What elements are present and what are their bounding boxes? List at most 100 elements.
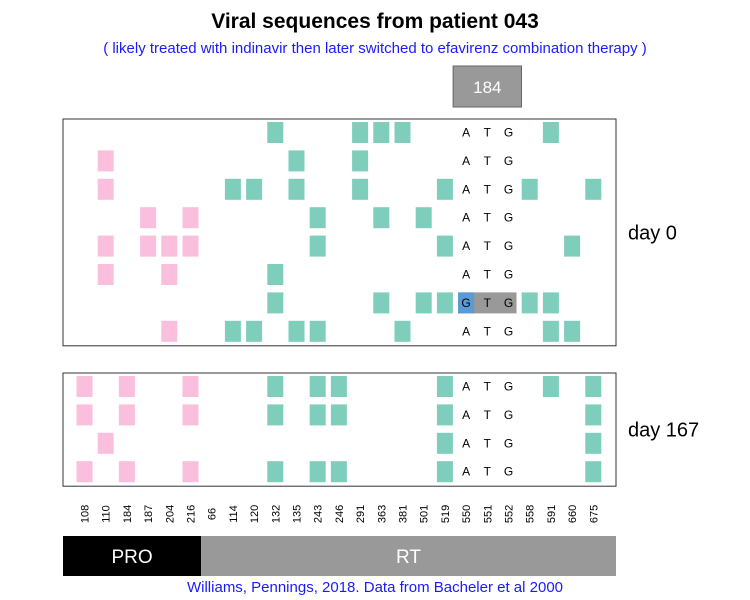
- rt-mutation-cell: [415, 207, 432, 229]
- pro-mutation-cell: [76, 376, 93, 397]
- rt-mutation-cell: [267, 404, 284, 426]
- rt-mutation-cell: [267, 122, 284, 143]
- rt-mutation-cell: [415, 292, 432, 314]
- rt-mutation-cell: [373, 207, 390, 229]
- codon-base-label: A: [462, 239, 470, 253]
- pro-mutation-cell: [182, 235, 199, 257]
- rt-mutation-cell: [267, 376, 284, 397]
- rt-mutation-cell: [436, 376, 453, 397]
- rt-mutation-cell: [436, 461, 453, 483]
- position-tick-label: 381: [398, 505, 410, 523]
- codon-base-label: T: [484, 465, 492, 479]
- position-tick-label: 110: [101, 505, 113, 523]
- codon-base-label: A: [462, 436, 470, 450]
- position-tick-label: 551: [482, 505, 494, 523]
- rt-mutation-cell: [542, 320, 559, 342]
- codon-base-label: T: [484, 324, 492, 338]
- position-tick-label: 519: [440, 505, 452, 523]
- rt-mutation-cell: [309, 404, 326, 426]
- position-tick-label: 558: [525, 505, 537, 523]
- pro-mutation-cell: [182, 404, 199, 426]
- position-tick-label: 363: [376, 505, 388, 523]
- rt-mutation-cell: [585, 404, 602, 426]
- position-tick-label: 243: [313, 505, 325, 523]
- rt-mutation-cell: [373, 292, 390, 314]
- position-tick-label: 246: [334, 505, 346, 523]
- rt-mutation-cell: [309, 376, 326, 397]
- pro-mutation-cell: [182, 207, 199, 229]
- rt-mutation-cell: [436, 404, 453, 426]
- rt-mutation-cell: [288, 178, 305, 200]
- codon-header-box: [452, 65, 523, 108]
- codon-base-label: G: [504, 324, 513, 338]
- position-tick-label: 114: [228, 505, 240, 523]
- codon-base-label: T: [484, 436, 492, 450]
- rt-mutation-cell: [373, 122, 390, 143]
- codon-base-label: G: [461, 296, 470, 310]
- codon-base-label: A: [462, 182, 470, 196]
- rt-mutation-cell: [224, 320, 241, 342]
- rt-mutation-cell: [267, 461, 284, 483]
- codon-base-label: T: [484, 239, 492, 253]
- position-tick-label: 501: [419, 505, 431, 523]
- codon-base-label: A: [462, 380, 470, 394]
- position-tick-label: 675: [588, 505, 600, 523]
- codon-base-label: A: [462, 465, 470, 479]
- pro-mutation-cell: [182, 461, 199, 483]
- codon-base-label: T: [484, 182, 492, 196]
- rt-mutation-cell: [288, 150, 305, 172]
- rt-mutation-cell: [585, 461, 602, 483]
- rt-mutation-cell: [288, 320, 305, 342]
- position-tick-label: 591: [546, 505, 558, 523]
- codon-base-label: T: [484, 268, 492, 282]
- rt-mutation-cell: [309, 461, 326, 483]
- rt-mutation-cell: [436, 235, 453, 257]
- position-tick-label: 108: [80, 505, 92, 523]
- rt-mutation-cell: [585, 376, 602, 397]
- region-label-pro: PRO: [111, 547, 152, 568]
- rt-mutation-cell: [521, 178, 538, 200]
- rt-mutation-cell: [330, 461, 347, 483]
- rt-mutation-cell: [564, 320, 581, 342]
- region-bar-rt: [201, 536, 616, 576]
- rt-mutation-cell: [394, 122, 411, 143]
- position-tick-label: 184: [122, 505, 134, 523]
- rt-mutation-cell: [436, 178, 453, 200]
- codon-base-label: T: [484, 380, 492, 394]
- rt-mutation-cell: [330, 376, 347, 397]
- rt-mutation-cell: [394, 320, 411, 342]
- pro-mutation-cell: [140, 235, 157, 257]
- pro-mutation-cell: [97, 264, 114, 285]
- codon-base-label: G: [504, 380, 513, 394]
- pro-mutation-cell: [97, 235, 114, 257]
- codon-base-label: A: [462, 154, 470, 168]
- region-bar-pro: [63, 536, 202, 576]
- codon-base-label: G: [504, 182, 513, 196]
- pro-mutation-cell: [161, 320, 178, 342]
- pro-mutation-cell: [118, 461, 135, 483]
- position-tick-label: 216: [186, 505, 198, 523]
- rt-mutation-cell: [521, 292, 538, 314]
- rt-mutation-cell: [352, 122, 369, 143]
- codon-base-label: G: [504, 436, 513, 450]
- codon-base-label: G: [504, 296, 513, 310]
- codon-header-label: 184: [473, 78, 501, 97]
- codon-base-label: T: [484, 126, 492, 140]
- codon-base-label: G: [504, 239, 513, 253]
- pro-mutation-cell: [76, 461, 93, 483]
- pro-mutation-cell: [161, 235, 178, 257]
- codon-base-label: A: [462, 126, 470, 140]
- codon-base-label: T: [484, 408, 492, 422]
- codon-base-label: A: [462, 211, 470, 225]
- rt-mutation-cell: [352, 178, 369, 200]
- rt-mutation-cell: [330, 404, 347, 426]
- rt-mutation-cell: [542, 376, 559, 397]
- rt-mutation-cell: [585, 432, 602, 454]
- pro-mutation-cell: [182, 376, 199, 397]
- rt-mutation-cell: [436, 432, 453, 454]
- rt-mutation-cell: [436, 292, 453, 314]
- pro-mutation-cell: [140, 207, 157, 229]
- codon-base-label: G: [504, 154, 513, 168]
- position-tick-label: 135: [292, 505, 304, 523]
